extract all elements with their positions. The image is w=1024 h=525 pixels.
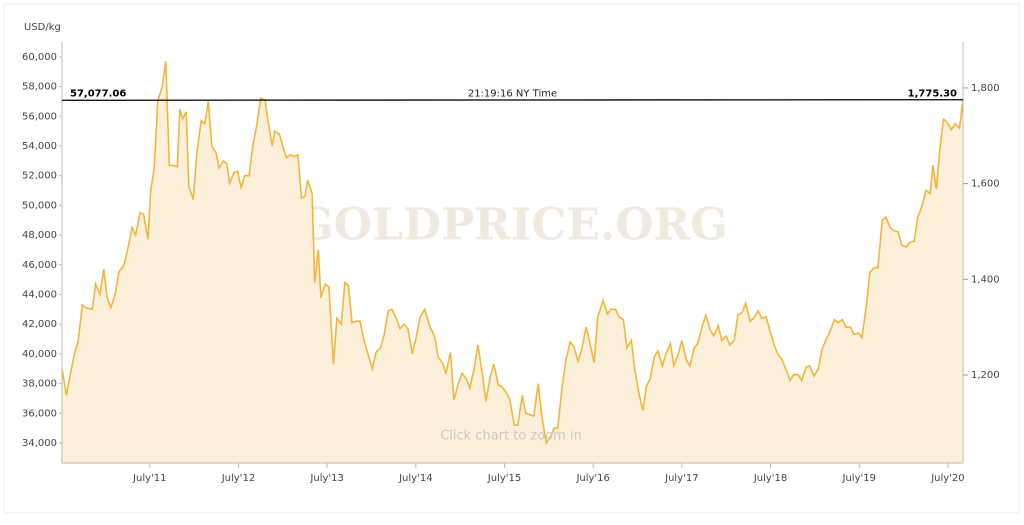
y-tick-label: 46,000	[22, 260, 57, 271]
y2-tick-label: 1,800	[971, 83, 1000, 94]
y-tick-label: 60,000	[22, 52, 57, 63]
y2-tick-label: 1,200	[971, 370, 1000, 381]
y-axis-label: USD/kg	[24, 22, 61, 33]
crosshair-line	[61, 99, 964, 101]
y-tick-label: 36,000	[22, 408, 57, 419]
y-tick-label: 44,000	[22, 289, 57, 300]
y-tick-label: 56,000	[22, 111, 57, 122]
y-tick-label: 48,000	[22, 230, 57, 241]
x-tick-label: July'19	[842, 473, 876, 484]
y-tick-label: 40,000	[22, 349, 57, 360]
y2-tick-label: 1,400	[971, 274, 1000, 285]
zoom-hint: Click chart to zoom in	[440, 429, 582, 444]
x-tick-label: July'13	[309, 473, 343, 484]
y-tick-label: 50,000	[22, 200, 57, 211]
y2-tick-label: 1,600	[971, 179, 1000, 190]
watermark: GOLDPRICE.ORG	[296, 200, 728, 251]
y-tick-label: 54,000	[22, 141, 57, 152]
x-tick-label: July'15	[487, 473, 521, 484]
x-tick-label: July'16	[575, 473, 609, 484]
y-tick-label: 34,000	[22, 438, 57, 449]
x-tick-label: July'11	[132, 473, 166, 484]
y-tick-label: 52,000	[22, 171, 57, 182]
y-tick-label: 42,000	[22, 319, 57, 330]
y-tick-label: 38,000	[22, 379, 57, 390]
crosshair-time: 21:19:16 NY Time	[468, 88, 557, 99]
crosshair-right-label: 1,775.30	[908, 88, 957, 99]
x-tick-label: July'14	[398, 473, 432, 484]
area	[62, 61, 963, 464]
line	[61, 61, 964, 445]
y-tick-label: 58,000	[22, 82, 57, 93]
x-tick-label: July'12	[221, 473, 255, 484]
crosshair-left-label: 57,077.06	[70, 88, 126, 99]
x-tick-label: July'18	[753, 473, 787, 484]
x-tick-label: July'20	[930, 473, 964, 484]
x-tick-label: July'17	[664, 473, 698, 484]
